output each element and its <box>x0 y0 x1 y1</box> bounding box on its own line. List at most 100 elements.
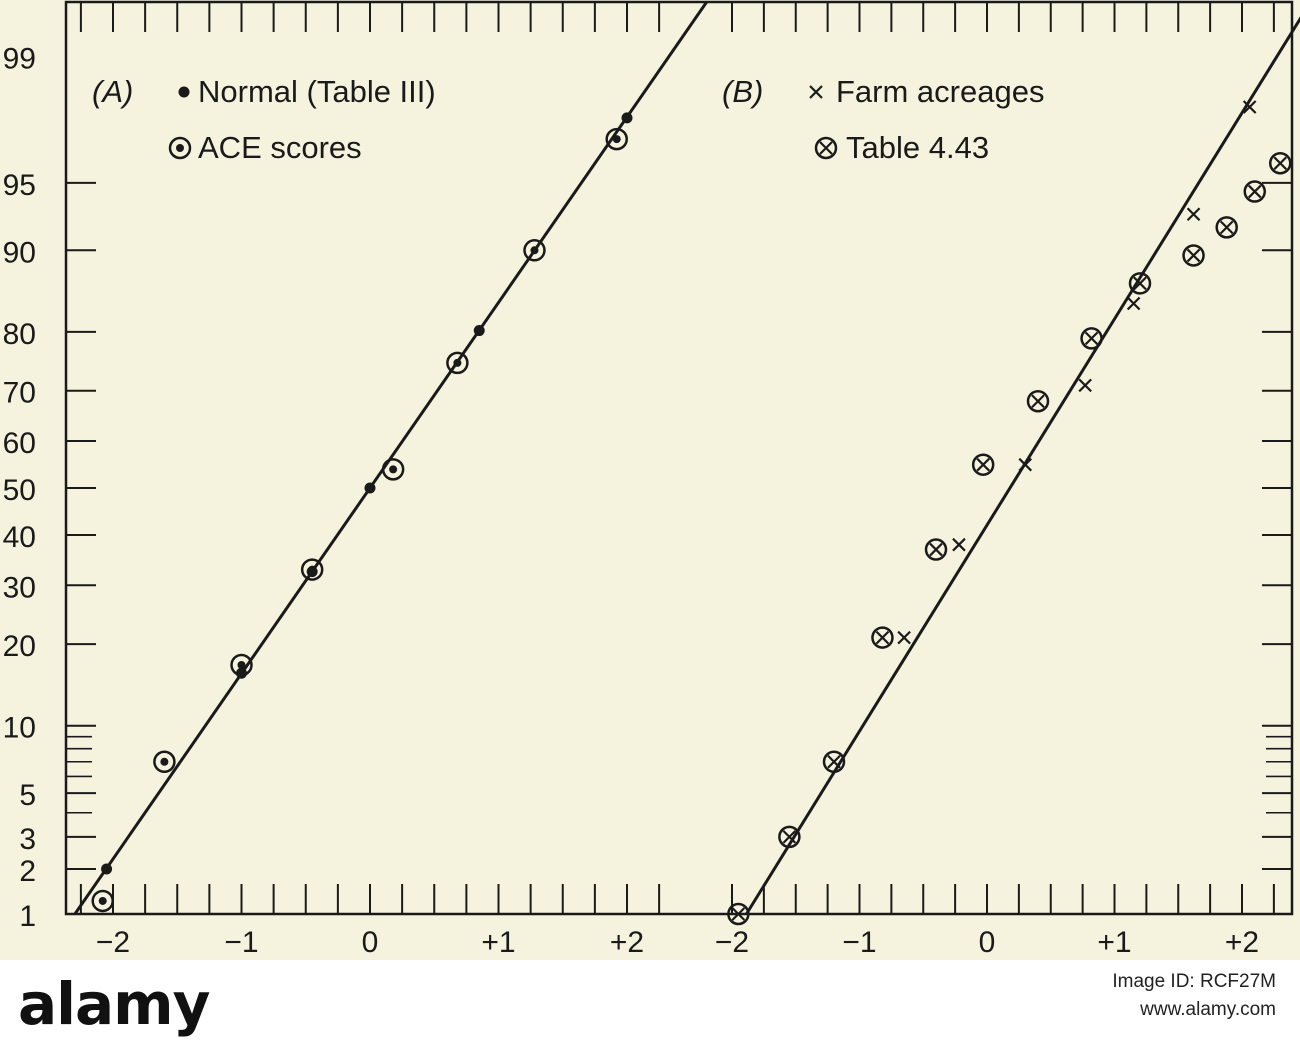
x-tick-label: +1 <box>1097 926 1131 959</box>
point-cross <box>1186 207 1201 222</box>
probability-plot: 1 23 5 10 20 30 40 50 60 70 80 90 95 99 −2 −1 0 +1 +2 −2 −1… <box>0 0 1300 960</box>
point-cross <box>952 537 966 552</box>
fit-line <box>745 16 1300 915</box>
axis-ticks <box>66 2 1292 914</box>
point-dotted-circle-center <box>530 246 539 255</box>
point-circled-x-cross <box>1247 184 1262 199</box>
legend-label: Table 4.43 <box>846 130 989 165</box>
y-tick-label: 95 <box>3 169 36 202</box>
x-tick-label: −2 <box>96 926 130 959</box>
point-filled-dot <box>364 482 376 494</box>
point-dotted-circle <box>523 239 546 262</box>
point-dotted-circle-center <box>389 465 398 474</box>
point-circled-x-cross <box>976 457 990 472</box>
point-dotted-circle-center <box>98 896 107 905</box>
point-cross <box>897 630 911 645</box>
point-dotted-circle <box>381 458 405 481</box>
plot-background <box>0 0 1300 960</box>
point-dotted-circle <box>230 653 253 677</box>
watermark-info: Image ID: RCF27M www.alamy.com <box>1112 968 1276 1024</box>
watermark-bar: alamy Image ID: RCF27M www.alamy.com <box>0 960 1300 1056</box>
point-circled-x <box>1182 244 1205 267</box>
y-tick-label: 99 <box>3 42 36 75</box>
point-filled-dot <box>236 667 247 679</box>
point-dotted-circle <box>153 750 176 774</box>
y-tick-label: 5 <box>19 779 36 812</box>
x-tick-label: 0 <box>362 926 379 959</box>
y-tick-label: 10 <box>3 712 36 745</box>
x-axis-tick-labels: −2 −1 0 +1 +2 −2 −1 0 +1 +2 <box>96 926 1259 959</box>
point-dotted-circle-center <box>237 660 246 669</box>
point-circled-x <box>871 626 894 649</box>
point-circled-x-cross <box>1273 156 1288 171</box>
point-circled-x <box>727 902 750 926</box>
x-tick-label: 0 <box>979 926 996 959</box>
legend-label: ACE scores <box>198 130 362 165</box>
legends: (A) Normal (Table III) ACE scores (B) Farm a… <box>92 74 1044 165</box>
x-tick-label: +2 <box>1225 926 1259 959</box>
y-axis-tick-labels: 1 23 5 10 20 30 40 50 60 70 80 90 95 99 <box>3 42 36 933</box>
point-cross <box>1078 378 1092 393</box>
point-circled-x <box>1243 180 1266 203</box>
legend-panel-label-a: (A) <box>92 74 133 109</box>
point-circled-x <box>1215 216 1238 239</box>
point-cross <box>1242 100 1257 114</box>
y-tick-label: 2 <box>19 855 36 888</box>
y-tick-label: 40 <box>3 521 36 554</box>
x-tick-label: −2 <box>715 926 749 959</box>
point-dotted-circle-center <box>612 135 621 144</box>
point-dotted-circle <box>605 127 628 151</box>
point-circled-x <box>1080 327 1103 350</box>
x-tick-label: −1 <box>842 926 876 959</box>
point-circled-x <box>971 453 995 476</box>
x-tick-label: −1 <box>224 926 258 959</box>
point-dotted-circle <box>168 136 192 160</box>
point-dotted-circle-center <box>176 144 184 152</box>
x-tick-label: +2 <box>610 926 644 959</box>
point-circled-x <box>822 750 846 774</box>
y-tick-label: 70 <box>3 377 36 410</box>
y-tick-label: 90 <box>3 236 36 269</box>
fit-line <box>73 1 708 915</box>
legend-label: Farm acreages <box>836 74 1044 109</box>
image-id-text: Image ID: RCF27M <box>1112 971 1276 992</box>
point-circled-x-cross <box>1186 248 1201 263</box>
point-circled-x-cross <box>782 830 797 844</box>
point-dotted-circle <box>91 889 114 913</box>
y-tick-label: 1 <box>19 900 36 933</box>
plot-frame <box>64 0 1294 916</box>
data-points <box>91 100 1292 926</box>
point-circled-x-cross <box>1219 220 1234 235</box>
point-circled-x <box>1026 389 1050 413</box>
fit-lines <box>73 1 1300 915</box>
point-circled-x-cross <box>875 630 890 645</box>
point-dotted-circle <box>300 558 324 581</box>
point-filled-dot <box>621 112 633 124</box>
point-circled-x <box>924 538 948 561</box>
point-circled-x-cross <box>1084 331 1099 346</box>
point-circled-x-cross <box>1031 394 1045 409</box>
point-circled-x-cross <box>731 907 746 921</box>
x-tick-label: +1 <box>481 926 515 959</box>
point-filled-dot <box>473 325 485 337</box>
watermark-logo: alamy <box>18 970 210 1038</box>
point-circled-x-cross <box>1133 276 1147 291</box>
legend-panel-label-b: (B) <box>722 74 763 109</box>
point-cross <box>1126 296 1141 311</box>
point-filled-dot <box>101 863 113 875</box>
point-cross <box>1018 457 1033 472</box>
y-tick-label: 30 <box>3 571 36 604</box>
point-dotted-circle-center <box>308 565 317 574</box>
y-tick-label: 3 <box>19 823 36 856</box>
y-tick-label: 20 <box>3 630 36 663</box>
legend-label: Normal (Table III) <box>198 74 436 109</box>
point-circled-x <box>778 825 801 849</box>
point-circled-x <box>814 136 838 160</box>
point-circled-x <box>1269 151 1292 175</box>
point-dotted-circle-center <box>160 757 169 766</box>
point-circled-x <box>1128 272 1152 295</box>
y-tick-label: 50 <box>3 474 36 507</box>
point-circled-x-cross <box>827 754 841 769</box>
point-circled-x-cross <box>819 141 833 155</box>
point-circled-x-cross <box>929 542 943 557</box>
